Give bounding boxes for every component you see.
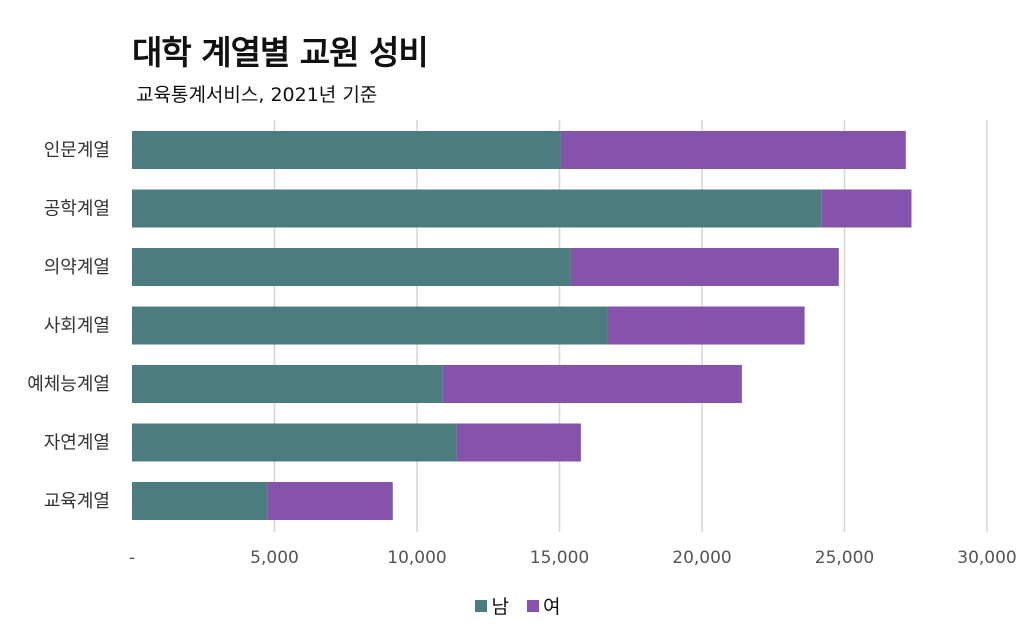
- legend-label-male: 남: [491, 596, 509, 618]
- legend-swatch-female: [527, 599, 540, 612]
- category-label: 교육계열: [44, 491, 110, 512]
- x-tick-label: 25,000: [815, 548, 874, 568]
- x-tick-label: 10,000: [387, 548, 446, 568]
- category-label: 인문계열: [44, 140, 110, 161]
- legend: 남 여: [0, 592, 1036, 619]
- bar-female: [570, 248, 839, 286]
- x-tick-label: 15,000: [530, 548, 589, 568]
- category-label: 사회계열: [44, 316, 110, 337]
- bar-female: [607, 306, 805, 345]
- bar-male: [132, 423, 457, 462]
- legend-swatch-male: [475, 599, 488, 612]
- bar-male: [132, 365, 443, 403]
- chart-subtitle: 교육통계서비스, 2021년 기준: [136, 84, 378, 106]
- category-label: 자연계열: [44, 433, 110, 454]
- category-label: 의약계열: [44, 257, 110, 278]
- bar-female: [560, 131, 906, 169]
- legend-label-female: 여: [543, 596, 561, 618]
- bar-male: [132, 131, 561, 169]
- chart-title: 대학 계열별 교원 성비: [132, 33, 429, 72]
- bar-male: [132, 189, 822, 228]
- x-tick-label: -: [129, 548, 135, 568]
- bar-male: [132, 306, 608, 345]
- bar-female: [456, 423, 581, 462]
- bar-male: [132, 482, 268, 520]
- category-label: 예체능계열: [27, 374, 110, 395]
- x-tick-label: 5,000: [250, 548, 299, 568]
- bar-female: [442, 365, 742, 403]
- x-tick-label: 20,000: [672, 548, 731, 568]
- legend-item-male: 남: [475, 592, 509, 619]
- bar-male: [132, 248, 571, 286]
- bar-female: [267, 482, 393, 520]
- x-tick-label: 30,000: [957, 548, 1016, 568]
- category-label: 공학계열: [44, 199, 110, 220]
- legend-item-female: 여: [527, 592, 561, 619]
- bar-female: [821, 189, 912, 228]
